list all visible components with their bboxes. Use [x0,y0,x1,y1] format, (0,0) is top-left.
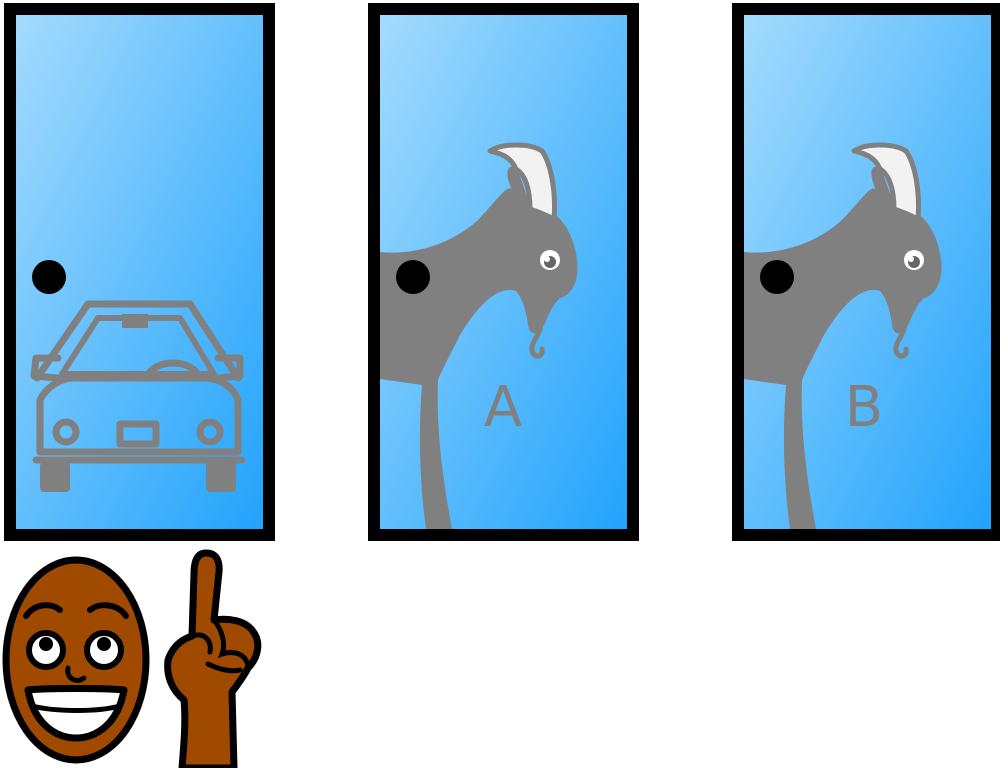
door-knob [396,260,430,294]
door-car[interactable] [10,9,269,535]
door-goat-b[interactable]: B [738,9,997,535]
pointing-finger-icon [168,553,258,768]
door-goat-a[interactable]: A [374,9,633,535]
door-knob [760,260,794,294]
door-label: B [845,375,883,440]
smiling-face-icon [6,560,146,760]
door-label: A [484,375,522,440]
door-knob [32,260,66,294]
